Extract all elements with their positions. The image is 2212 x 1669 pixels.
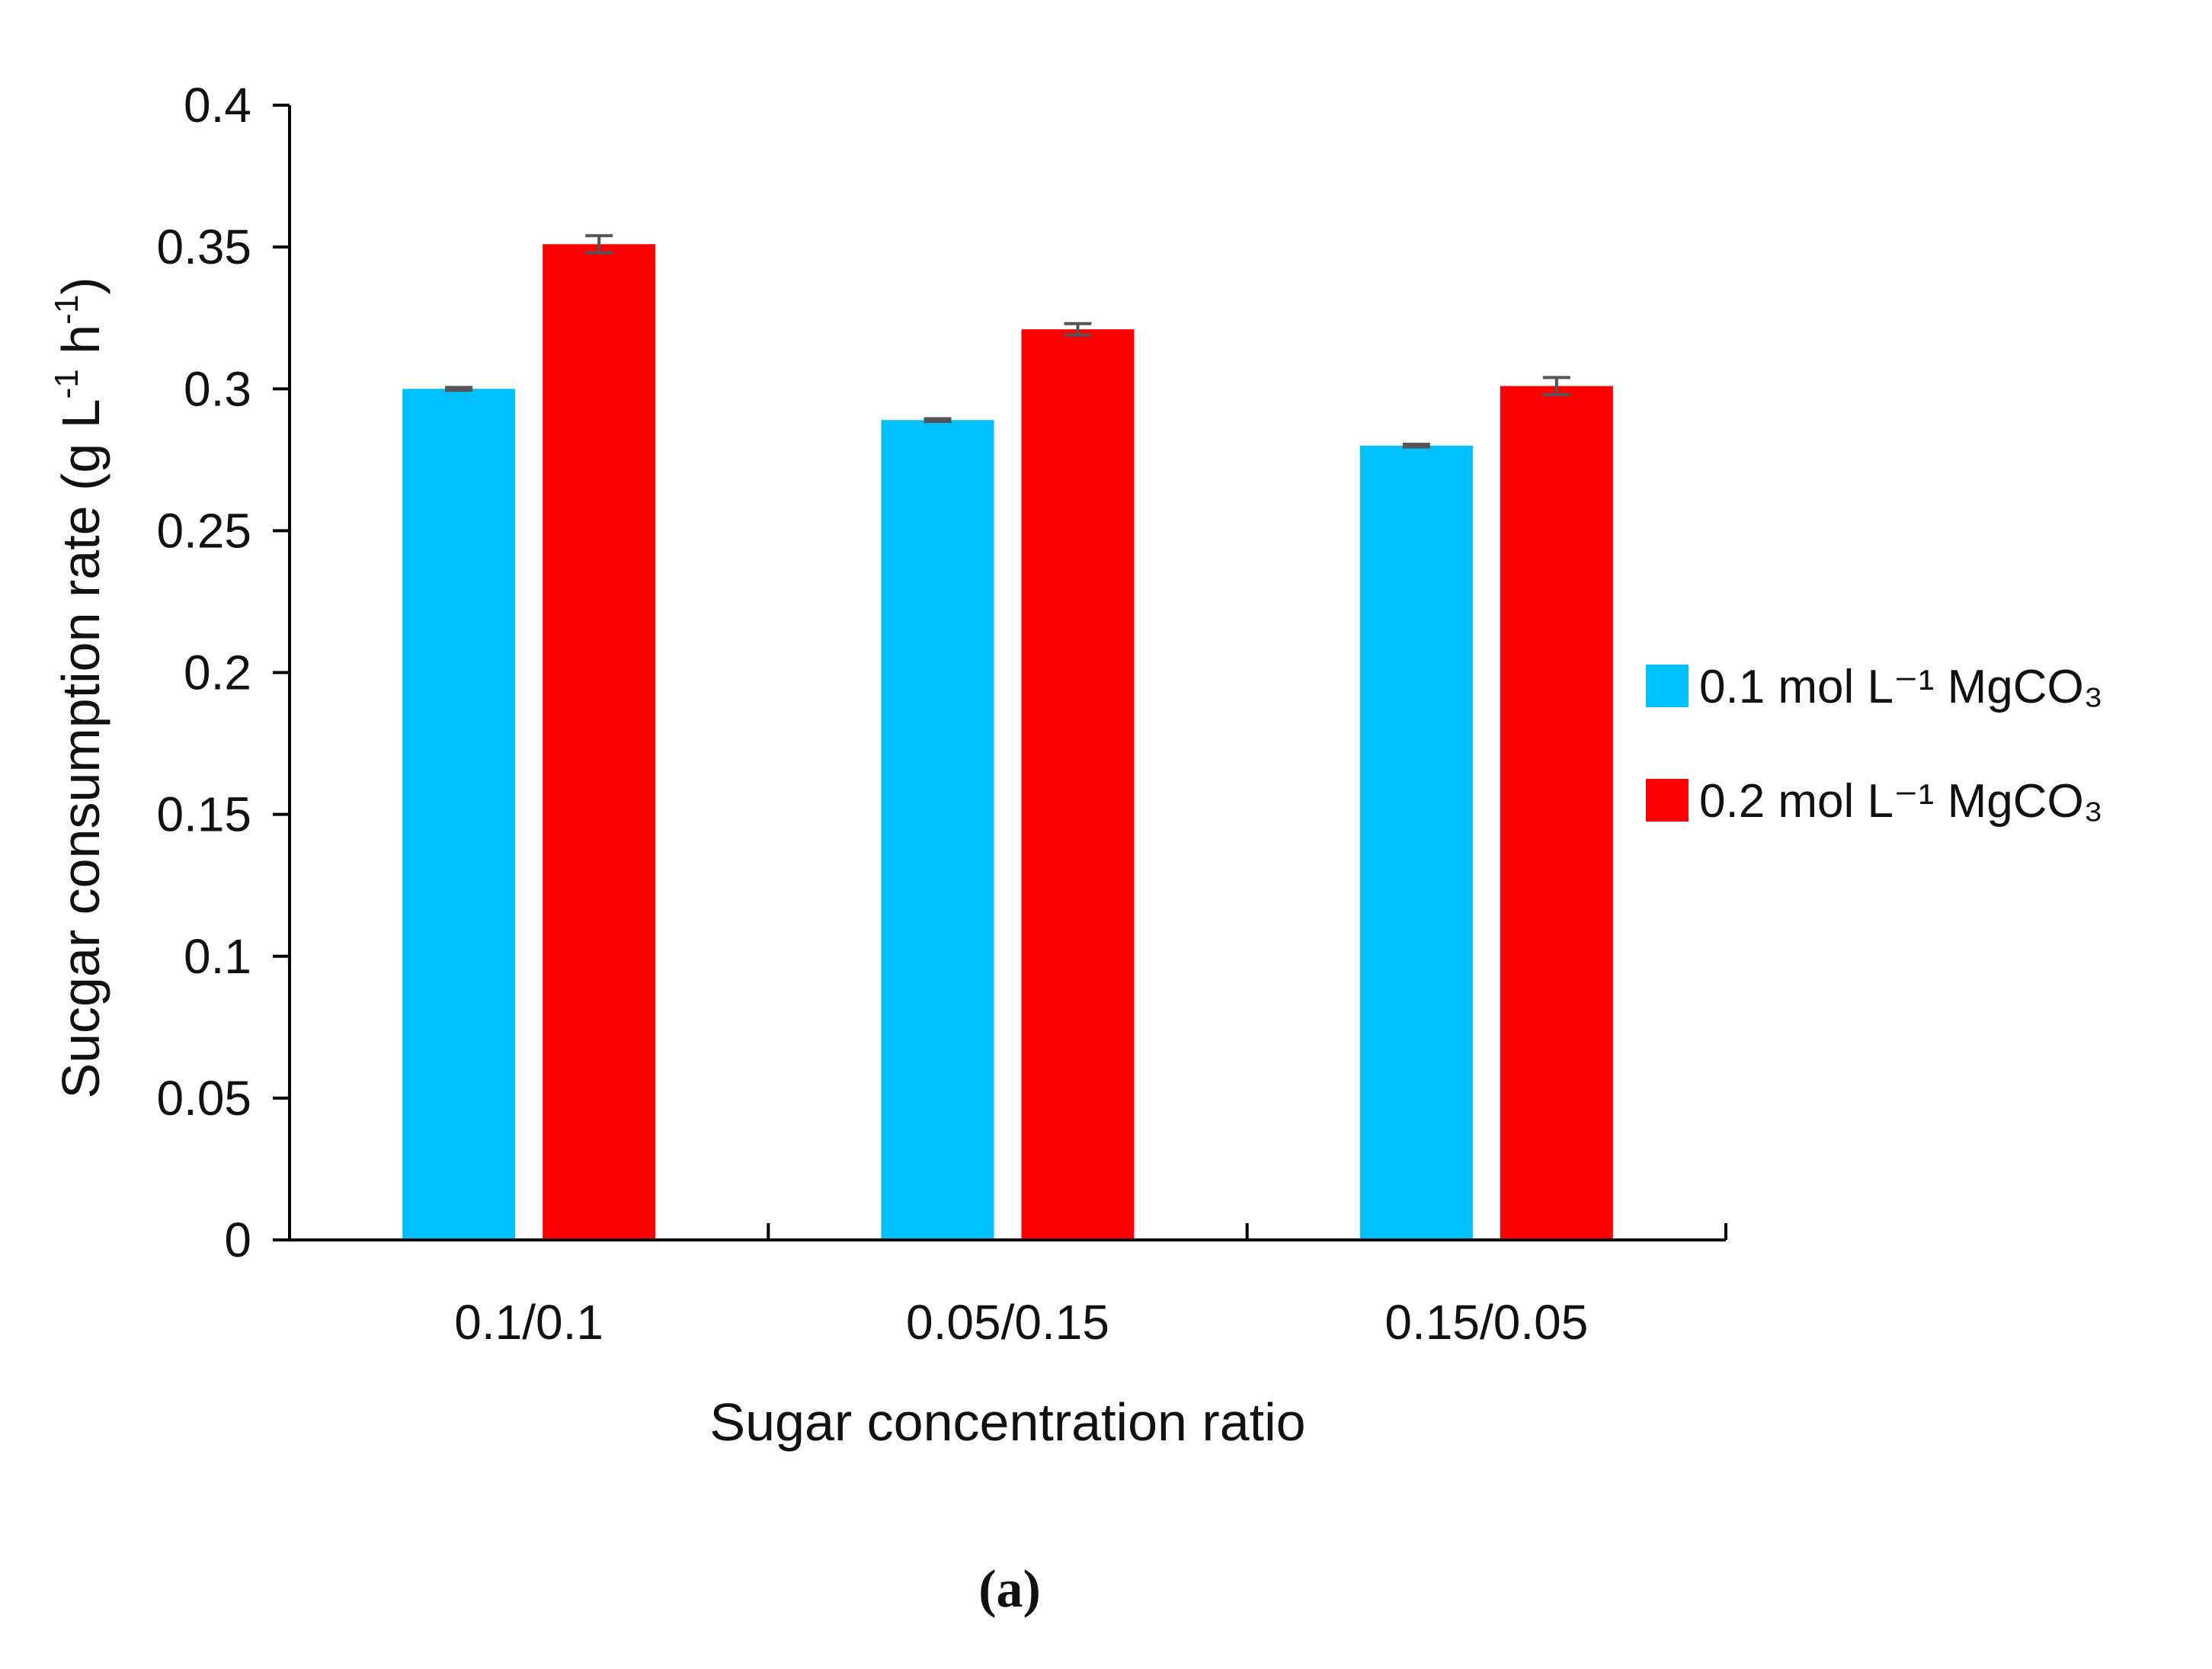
legend-label: 0.1 mol L⁻¹ MgCO₃ [1699, 661, 2103, 713]
legend-swatch [1646, 779, 1689, 822]
figure-caption: (a) [978, 1560, 1041, 1619]
y-tick-label: 0.25 [156, 503, 251, 558]
x-tick-label: 0.15/0.05 [1385, 1295, 1588, 1350]
error-bar [1402, 442, 1430, 449]
legend-swatch [1646, 665, 1689, 707]
legend-label: 0.2 mol L⁻¹ MgCO₃ [1699, 775, 2103, 828]
bar [1021, 329, 1135, 1240]
x-tick-label: 0.05/0.15 [906, 1295, 1109, 1350]
bar [1359, 445, 1473, 1241]
error-bar [1064, 322, 1092, 337]
y-axis-ticks: 0 0.05 0.1 0.15 0.2 0.25 0.3 0.35 0.4 [156, 78, 290, 1267]
y-axis-title: Sucgar consumption rate (g L-1 h-1) [48, 277, 110, 1098]
legend: 0.1 mol L⁻¹ MgCO₃ 0.2 mol L⁻¹ MgCO₃ [1646, 661, 2103, 828]
bar [881, 420, 994, 1240]
bars-group [402, 244, 1613, 1241]
y-tick-label: 0.1 [184, 929, 251, 984]
x-axis-ticks: 0.1/0.1 0.05/0.15 0.15/0.05 [454, 1223, 1727, 1350]
error-bar [924, 417, 952, 424]
error-bar [1542, 376, 1570, 396]
y-tick-label: 0 [224, 1213, 251, 1267]
y-tick-label: 0.3 [184, 361, 251, 416]
bar [1500, 386, 1613, 1241]
y-tick-label: 0.35 [156, 219, 251, 274]
x-tick-label: 0.1/0.1 [454, 1295, 603, 1350]
bar [543, 244, 656, 1241]
error-bar [585, 234, 613, 255]
x-axis-title: Sugar concentration ratio [709, 1392, 1305, 1452]
y-tick-label: 0.4 [184, 78, 251, 133]
bar [402, 389, 516, 1240]
error-bar [445, 386, 473, 392]
y-tick-label: 0.05 [156, 1071, 251, 1126]
y-tick-label: 0.2 [184, 645, 251, 700]
y-tick-label: 0.15 [156, 787, 251, 842]
error-bars-group [445, 234, 1570, 449]
